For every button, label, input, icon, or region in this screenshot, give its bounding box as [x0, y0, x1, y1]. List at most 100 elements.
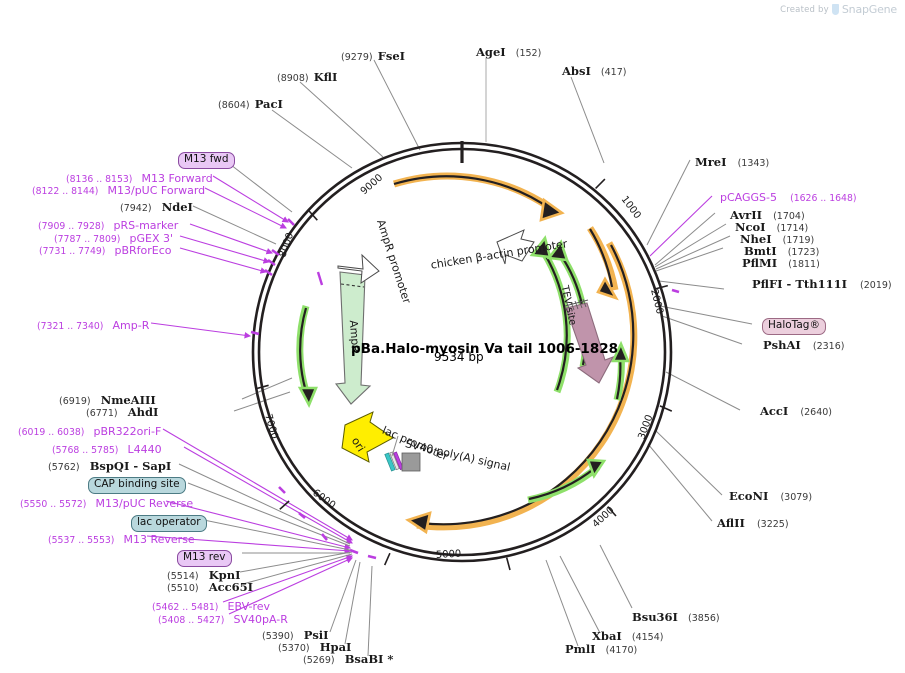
feature-arrow-ori: [341, 411, 394, 463]
enzyme-ecoNI: EcoNI: [729, 489, 769, 503]
pos-pbr322ori-f: (6019 .. 6038): [18, 427, 85, 438]
label-nheI: NheI (1719): [740, 230, 814, 246]
pos-m13-puc-forward: (8122 .. 8144): [32, 186, 99, 197]
enzyme-bspQI-sapI: BspQI - SapI: [89, 459, 172, 473]
badge-cap-binding-site[interactable]: CAP binding site: [88, 474, 186, 494]
label-m13-reverse: (5537 .. 5553) M13 Reverse: [48, 530, 195, 546]
leader-line-pcaggs5: [649, 195, 713, 257]
expression-arrows: [296, 172, 638, 535]
feature-block-cluster-bottom: [384, 435, 421, 472]
pos-bsaBI: (5269): [303, 655, 335, 666]
enzyme-ncoI: NcoI: [735, 220, 766, 234]
label-ahdI: (6771) AhdI: [86, 403, 158, 419]
pos-mreI: (1343): [737, 158, 770, 169]
feature-pgex-3: pGEX 3': [129, 232, 174, 245]
feature-pcaggs-5: pCAGGS-5: [720, 191, 777, 204]
leader-lines-bottom-right: [545, 544, 633, 647]
enzyme-pflMI: PflMI: [742, 256, 778, 270]
enzyme-accI: AccI: [760, 404, 789, 418]
leader-lines-left-enzymes: [192, 157, 293, 412]
badge-m13-rev-label: M13 rev: [177, 550, 232, 567]
badge-halotag-label: HaloTag®: [762, 318, 826, 335]
pos-absI: (417): [600, 67, 627, 78]
feature-arrow-halotag: [564, 298, 615, 384]
feature-arrow-ampR-promoter: [337, 253, 380, 284]
label-l4440: (5768 .. 5785) L4440: [52, 440, 162, 456]
enzyme-bsu36I: Bsu36I: [632, 610, 678, 624]
plasmid-title: pBa.Halo-myosin Va tail 1006-1828: [351, 341, 619, 357]
label-xbaI: XbaI (4154): [592, 627, 663, 643]
watermark-created-by: Created by: [780, 4, 829, 15]
feature-m13-reverse: M13 Reverse: [123, 533, 195, 546]
label-prs-marker: (7909 .. 7928) pRS-marker: [38, 216, 178, 232]
label-aflII: AflII (3225): [717, 514, 789, 530]
label-pgex-3: (7787 .. 7809) pGEX 3': [54, 229, 173, 245]
enzyme-ahdI: AhdI: [127, 405, 159, 419]
plasmid-size: 9534 bp: [434, 350, 484, 364]
label-bspQI-sapI: (5762) BspQI - SapI: [48, 457, 171, 473]
pos-kflI: (8908): [277, 73, 309, 84]
pos-psiI: (5390): [262, 631, 294, 642]
enzyme-acc65I: Acc65I: [208, 580, 253, 594]
label-pshAI: PshAI (2316): [763, 336, 844, 352]
label-pcaggs-5: pCAGGS-5 (1626 .. 1648): [720, 188, 857, 204]
label-bmtI: BmtI (1723): [744, 242, 819, 258]
enzyme-avrII: AvrII: [730, 208, 762, 222]
badge-m13-fwd-label: M13 fwd: [178, 152, 235, 169]
label-pacI: (8604) PacI: [218, 95, 283, 111]
label-kflI: (8908) KflI: [277, 68, 337, 84]
label-pmlI: PmlI (4170): [565, 640, 637, 656]
enzyme-bmtI: BmtI: [744, 244, 777, 258]
label-acc65I: (5510) Acc65I: [167, 578, 253, 594]
feature-amp-r: Amp-R: [112, 319, 150, 332]
pos-m13-reverse: (5537 .. 5553): [48, 535, 115, 546]
badge-halotag[interactable]: HaloTag®: [762, 315, 826, 335]
feature-prs-marker: pRS-marker: [113, 219, 179, 232]
enzyme-kpnI: KpnI: [208, 568, 241, 582]
pos-ncoI: (1714): [776, 223, 809, 234]
enzyme-nheI: NheI: [740, 232, 772, 246]
tick-label-8000: 8000: [277, 231, 296, 259]
enzyme-pflFI-tth111I: PflFI - Tth111I: [752, 277, 847, 291]
badge-m13-rev[interactable]: M13 rev: [177, 547, 232, 567]
label-hpaI: (5370) HpaI: [278, 638, 351, 654]
pos-pflMI: (1811): [788, 259, 820, 270]
badge-m13-fwd[interactable]: M13 fwd: [178, 149, 235, 169]
backbone-feature-ticks: [250, 218, 680, 560]
pos-hpaI: (5370): [278, 643, 310, 654]
pos-pbrforeco: (7731 .. 7749): [39, 246, 106, 257]
enzyme-pshAI: PshAI: [763, 338, 801, 352]
leader-lines-right: [646, 159, 753, 522]
label-ncoI: NcoI (1714): [735, 218, 808, 234]
pos-aflII: (3225): [756, 519, 789, 530]
label-kpnI: (5514) KpnI: [167, 566, 240, 582]
feature-m13-forward: M13 Forward: [141, 172, 213, 185]
feature-arrow-chicken-beta-actin-promoter: [496, 229, 535, 265]
enzyme-ndeI: NdeI: [161, 200, 193, 214]
feature-pbr322ori-f: pBR322ori-F: [93, 425, 162, 438]
enzyme-nmeAIII: NmeAIII: [100, 393, 156, 407]
badge-lac-operator[interactable]: lac operator: [131, 512, 207, 532]
enzyme-fseI: FseI: [377, 49, 406, 63]
feature-l4440: L4440: [127, 443, 162, 456]
label-psiI: (5390) PsiI: [262, 626, 329, 642]
pos-ahdI: (6771): [86, 408, 118, 419]
tick-label-4000: 4000: [591, 505, 617, 530]
pos-sv40pa-r: (5408 .. 5427): [158, 615, 225, 626]
tick-label-7000: 7000: [262, 413, 280, 440]
feature-m13-puc-reverse: M13/pUC Reverse: [95, 497, 194, 510]
pos-bmtI: (1723): [787, 247, 820, 258]
label-ageI: AgeI (152): [476, 43, 541, 59]
pos-nmeAIII: (6919): [59, 396, 91, 407]
pos-xbaI: (4154): [631, 632, 664, 643]
label-m13-puc-forward: (8122 .. 8144) M13/pUC Forward: [32, 181, 205, 197]
snapgene-logo-icon: [831, 4, 839, 15]
pos-bspQI: (5762): [48, 462, 80, 473]
enzyme-absI: AbsI: [562, 64, 591, 78]
enzyme-kflI: KflI: [313, 70, 338, 84]
pos-ecoNI: (3079): [780, 492, 813, 503]
label-avrII: AvrII (1704): [730, 206, 805, 222]
pos-ebv-rev: (5462 .. 5481): [152, 602, 219, 613]
label-pflMI: PflMI (1811): [742, 254, 820, 270]
